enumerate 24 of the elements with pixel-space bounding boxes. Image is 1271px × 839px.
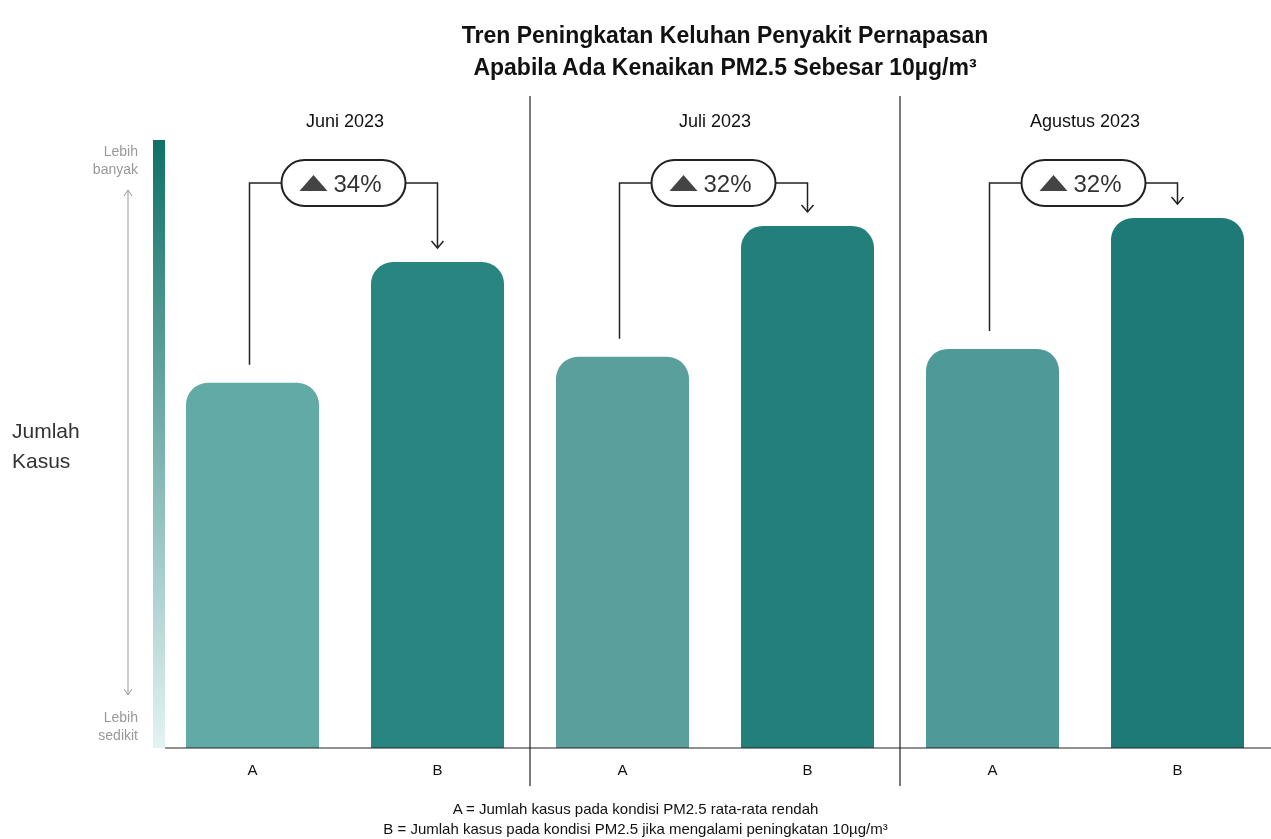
text: Lebih banyak bbox=[92, 143, 139, 177]
bar bbox=[186, 382, 319, 748]
x-tick-label: B bbox=[432, 761, 443, 778]
text: 34% bbox=[333, 170, 382, 197]
bar bbox=[556, 356, 689, 748]
x-tick-label: A bbox=[617, 761, 628, 778]
text: 32% bbox=[703, 170, 752, 197]
chart-title: Tren Peningkatan Keluhan Penyakit Pernapasan Apabila Ada Kenaikan PM2.5 Sebesar 10µg/m³ bbox=[461, 22, 989, 80]
bar bbox=[371, 261, 504, 748]
text: 32% bbox=[1073, 170, 1122, 197]
text: Juli 2023 bbox=[678, 111, 752, 131]
bar bbox=[926, 348, 1059, 748]
x-tick-label: B bbox=[1172, 761, 1183, 778]
text: Lebih sedikit bbox=[98, 709, 139, 743]
x-tick-label: B bbox=[802, 761, 813, 778]
x-tick-label: A bbox=[247, 761, 258, 778]
bar bbox=[1111, 218, 1244, 748]
text: Agustus 2023 bbox=[1029, 111, 1141, 131]
x-tick-label: A bbox=[987, 761, 998, 778]
text: Juni 2023 bbox=[305, 111, 385, 131]
text: A = Jumlah kasus pada kondisi PM2.5 rata-rata rendah bbox=[452, 800, 819, 817]
y-axis-title: Jumlah Kasus bbox=[12, 418, 86, 472]
bar bbox=[741, 225, 874, 748]
text: B = Jumlah kasus pada kondisi PM2.5 jika mengalami peningkatan 10µg/m³ bbox=[383, 820, 888, 837]
